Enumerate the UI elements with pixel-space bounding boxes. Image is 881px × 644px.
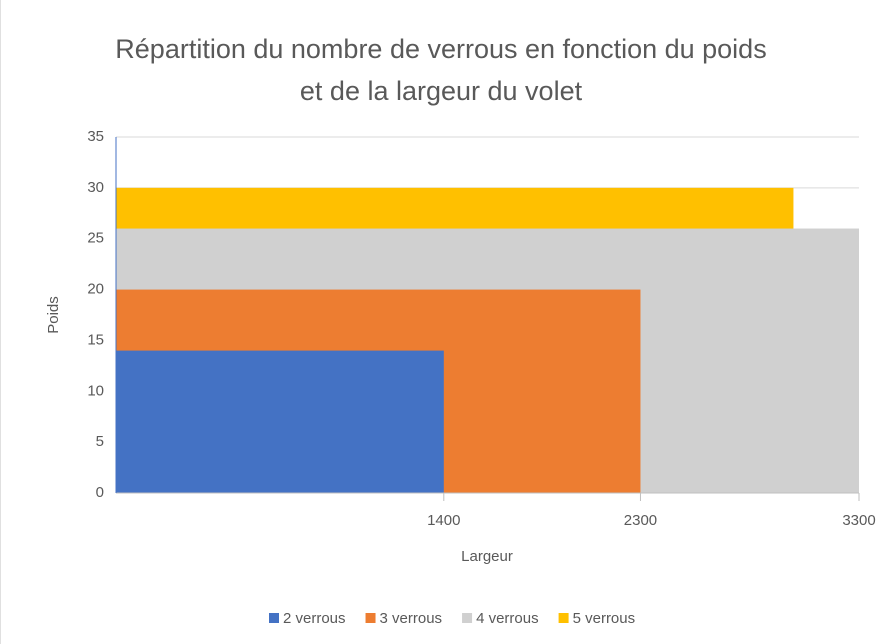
x-axis-label: Largeur (461, 548, 513, 565)
legend-label: 5 verrous (573, 610, 636, 627)
y-tick-label: 30 (87, 179, 104, 196)
x-tick-label: 1400 (427, 512, 460, 529)
y-tick-label: 0 (96, 484, 104, 501)
chart-title: Répartition du nombre de verrous en fonc… (115, 34, 767, 106)
y-axis-label: Poids (45, 296, 62, 334)
y-tick-label: 15 (87, 331, 104, 348)
y-tick-label: 10 (87, 382, 104, 399)
legend-label: 2 verrous (283, 610, 346, 627)
legend-swatch (558, 613, 569, 623)
legend-swatch (269, 613, 279, 623)
y-tick-label: 5 (96, 433, 104, 450)
legend-swatch (365, 613, 376, 623)
legend-label: 3 verrous (380, 610, 443, 627)
y-tick-label: 25 (87, 230, 104, 247)
legend-label: 4 verrous (476, 610, 539, 627)
x-tick-label: 3300 (842, 512, 875, 529)
area (116, 350, 444, 493)
x-tick-label: 2300 (624, 512, 657, 529)
legend-swatch (462, 613, 473, 623)
y-tick-label: 35 (87, 128, 104, 145)
y-tick-label: 20 (87, 281, 104, 298)
